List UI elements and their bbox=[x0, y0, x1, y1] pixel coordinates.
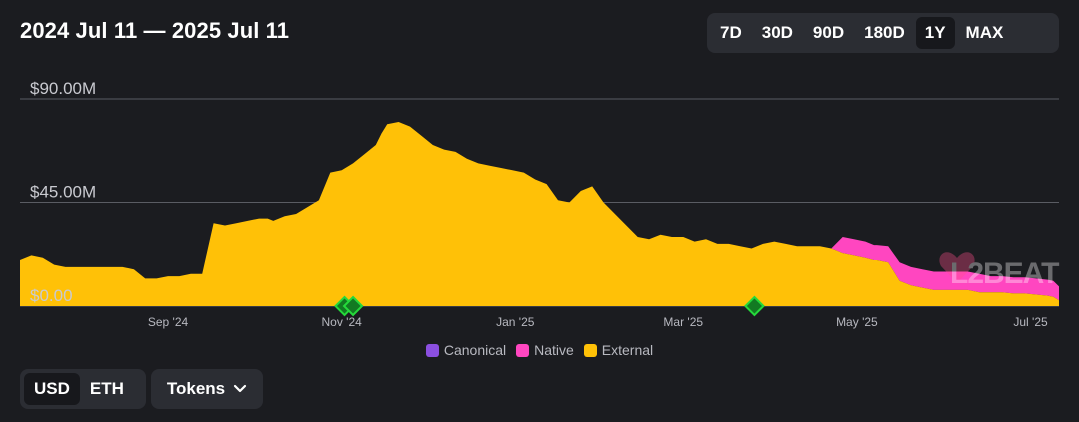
tokens-dropdown[interactable]: Tokens bbox=[151, 369, 263, 409]
legend-item-native[interactable]: Native bbox=[516, 342, 574, 358]
legend-label-native: Native bbox=[534, 342, 574, 358]
y-axis-labels: $0.00 $45.00M $90.00M bbox=[30, 79, 96, 305]
legend-label-external: External bbox=[601, 342, 654, 358]
area-native[interactable] bbox=[20, 122, 1059, 301]
range-1y-button[interactable]: 1Y bbox=[915, 17, 955, 49]
heart-icon bbox=[939, 252, 975, 283]
range-90d-button[interactable]: 90D bbox=[812, 23, 845, 42]
tokens-label: Tokens bbox=[166, 379, 226, 398]
milestone-markers bbox=[334, 295, 765, 317]
page-title: 2024 Jul 11 — 2025 Jul 11 bbox=[20, 18, 290, 43]
milestone-marker[interactable] bbox=[342, 295, 364, 317]
range-30d-button[interactable]: 30D bbox=[761, 23, 793, 42]
x-tick-label: May '25 bbox=[836, 315, 878, 329]
eth-button[interactable]: ETH bbox=[89, 379, 124, 398]
range-7d-button[interactable]: 7D bbox=[720, 23, 742, 42]
canonical-swatch bbox=[425, 343, 439, 357]
time-range-selector: 7D 30D 90D 180D 1Y MAX bbox=[707, 13, 1059, 53]
range-max-button[interactable]: MAX bbox=[965, 23, 1004, 42]
l2beat-watermark: L2BEAT bbox=[939, 252, 1060, 290]
legend-label-canonical: Canonical bbox=[443, 342, 507, 358]
y-tick-label: $90.00M bbox=[30, 79, 96, 98]
chevron-down-icon bbox=[233, 379, 247, 399]
x-tick-label: Jul '25 bbox=[1013, 315, 1048, 329]
area-external[interactable] bbox=[20, 122, 1059, 306]
chart-areas bbox=[20, 122, 1059, 306]
y-tick-label: $45.00M bbox=[30, 183, 96, 202]
currency-toggle: USD ETH bbox=[20, 369, 146, 409]
external-swatch bbox=[583, 343, 597, 357]
x-axis-labels: Sep '24 Nov '24 Jan '25 Mar '25 May '25 Jul '… bbox=[148, 315, 1048, 329]
legend-item-external[interactable]: External bbox=[583, 342, 654, 358]
legend-item-canonical[interactable]: Canonical bbox=[425, 342, 507, 358]
range-180d-button[interactable]: 180D bbox=[864, 23, 905, 42]
usd-button[interactable]: USD bbox=[24, 373, 80, 405]
watermark-text: L2BEAT bbox=[950, 257, 1059, 290]
tvl-area-chart[interactable]: L2BEAT $0.00 $45.00M $90.00M Sep '24 Nov '2… bbox=[0, 0, 1079, 340]
milestone-marker[interactable] bbox=[744, 295, 765, 317]
x-tick-label: Sep '24 bbox=[148, 315, 189, 329]
chart-legend: Canonical Native External bbox=[0, 342, 1079, 358]
x-tick-label: Jan '25 bbox=[496, 315, 535, 329]
x-tick-label: Nov '24 bbox=[322, 315, 363, 329]
native-swatch bbox=[516, 343, 530, 357]
y-tick-label: $0.00 bbox=[30, 286, 73, 305]
x-tick-label: Mar '25 bbox=[663, 315, 703, 329]
